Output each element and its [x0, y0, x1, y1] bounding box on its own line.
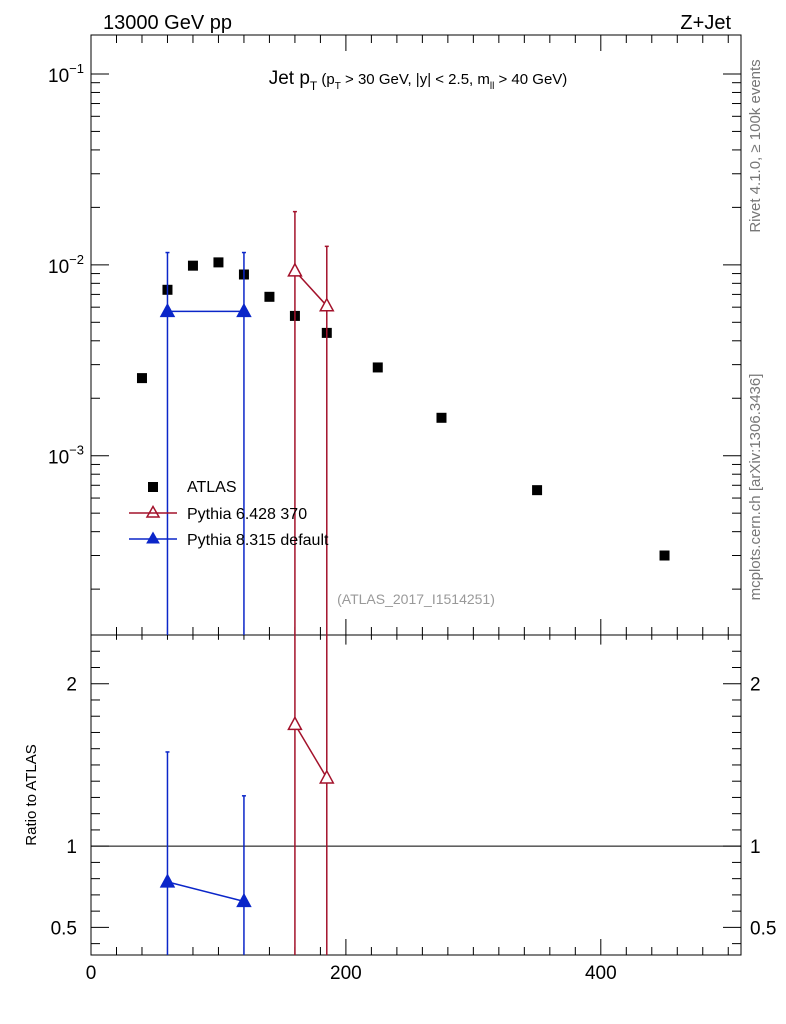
atlas-point: [436, 412, 447, 423]
series-layer: [136, 210, 670, 955]
chart-title: Jet pT (pT > 30 GeV, |y| < 2.5, mll > 40…: [269, 68, 568, 93]
pythia6-ratio-point: [287, 715, 303, 731]
y-tick-label: 10−3: [48, 443, 84, 469]
pythia6-main-point: [319, 297, 335, 312]
title-cut-mid: > 30 GeV, |y| < 2.5, m: [341, 71, 490, 88]
y-tick-label-exp: −2: [69, 252, 84, 267]
pythia8-ratio-line: [167, 881, 245, 903]
legend-atlas-label: ATLAS: [187, 479, 237, 496]
ratio-ylabel: Ratio to ATLAS: [23, 744, 40, 845]
ratio-tick-label-right: 0.5: [750, 918, 776, 939]
ratio-tick-label-left: 0.5: [51, 918, 77, 939]
title-main-sub: T: [310, 79, 318, 93]
x-tick-label: 400: [585, 963, 617, 984]
title-cut-sub1: T: [335, 81, 341, 92]
x-tick-label: 200: [330, 963, 362, 984]
atlas-point: [532, 485, 543, 496]
title-cut-sub2: ll: [490, 81, 494, 92]
ratio-tick-label-right: 1: [750, 837, 761, 858]
y-tick-label: 10−1: [48, 61, 84, 87]
y-tick-label-exp: −3: [69, 443, 84, 458]
pythia6-main-point: [287, 262, 303, 277]
analysis-id-label: (ATLAS_2017_I1514251): [337, 591, 495, 607]
legend-atlas-marker: [148, 482, 158, 492]
pythia8-ratio-point: [159, 873, 176, 888]
atlas-point: [213, 257, 224, 268]
y-tick-label: 10−2: [48, 252, 84, 278]
rivet-label: Rivet 4.1.0, ≥ 100k events: [747, 59, 764, 232]
title-cut-open: (p: [317, 71, 335, 88]
y-tick-label-base: 10: [48, 448, 69, 469]
pythia8-main-point: [236, 302, 252, 318]
legend-pythia8-label: Pythia 8.315 default: [187, 532, 329, 549]
pythia8-main-point: [159, 302, 176, 318]
pythia6-ratio-point: [319, 769, 335, 784]
header-left-label: 13000 GeV pp: [103, 12, 232, 34]
ratio-tick-label-left: 2: [66, 675, 77, 696]
title-cut-close: > 40 GeV): [494, 71, 567, 88]
y-tick-label-base: 10: [48, 66, 69, 87]
ratio-tick-label-right: 2: [750, 675, 761, 696]
ratio-tick-label-left: 1: [66, 837, 77, 858]
y-tick-label-base: 10: [48, 257, 69, 278]
pythia6-main-line: [294, 270, 328, 307]
legend: ATLAS Pythia 6.428 370 Pythia 8.315 defa…: [129, 479, 329, 549]
y-tick-label-exp: −1: [69, 61, 84, 76]
atlas-point: [372, 362, 383, 373]
pythia6-ratio-line: [294, 723, 328, 779]
atlas-point: [187, 260, 198, 271]
pythia8-ratio-point: [236, 892, 252, 908]
legend-pythia6-marker: [145, 504, 161, 518]
atlas-point: [264, 291, 275, 302]
x-tick-label: 0: [86, 963, 97, 984]
title-main: Jet p: [269, 68, 310, 89]
legend-pythia6-label: Pythia 6.428 370: [187, 506, 307, 523]
atlas-point: [659, 550, 670, 561]
legend-pythia8-marker: [146, 531, 160, 544]
mcplots-label: mcplots.cern.ch [arXiv:1306.3436]: [747, 374, 764, 601]
header-right-label: Z+Jet: [680, 12, 731, 34]
ratio-panel-frame: [90, 634, 742, 956]
atlas-point: [136, 373, 147, 384]
